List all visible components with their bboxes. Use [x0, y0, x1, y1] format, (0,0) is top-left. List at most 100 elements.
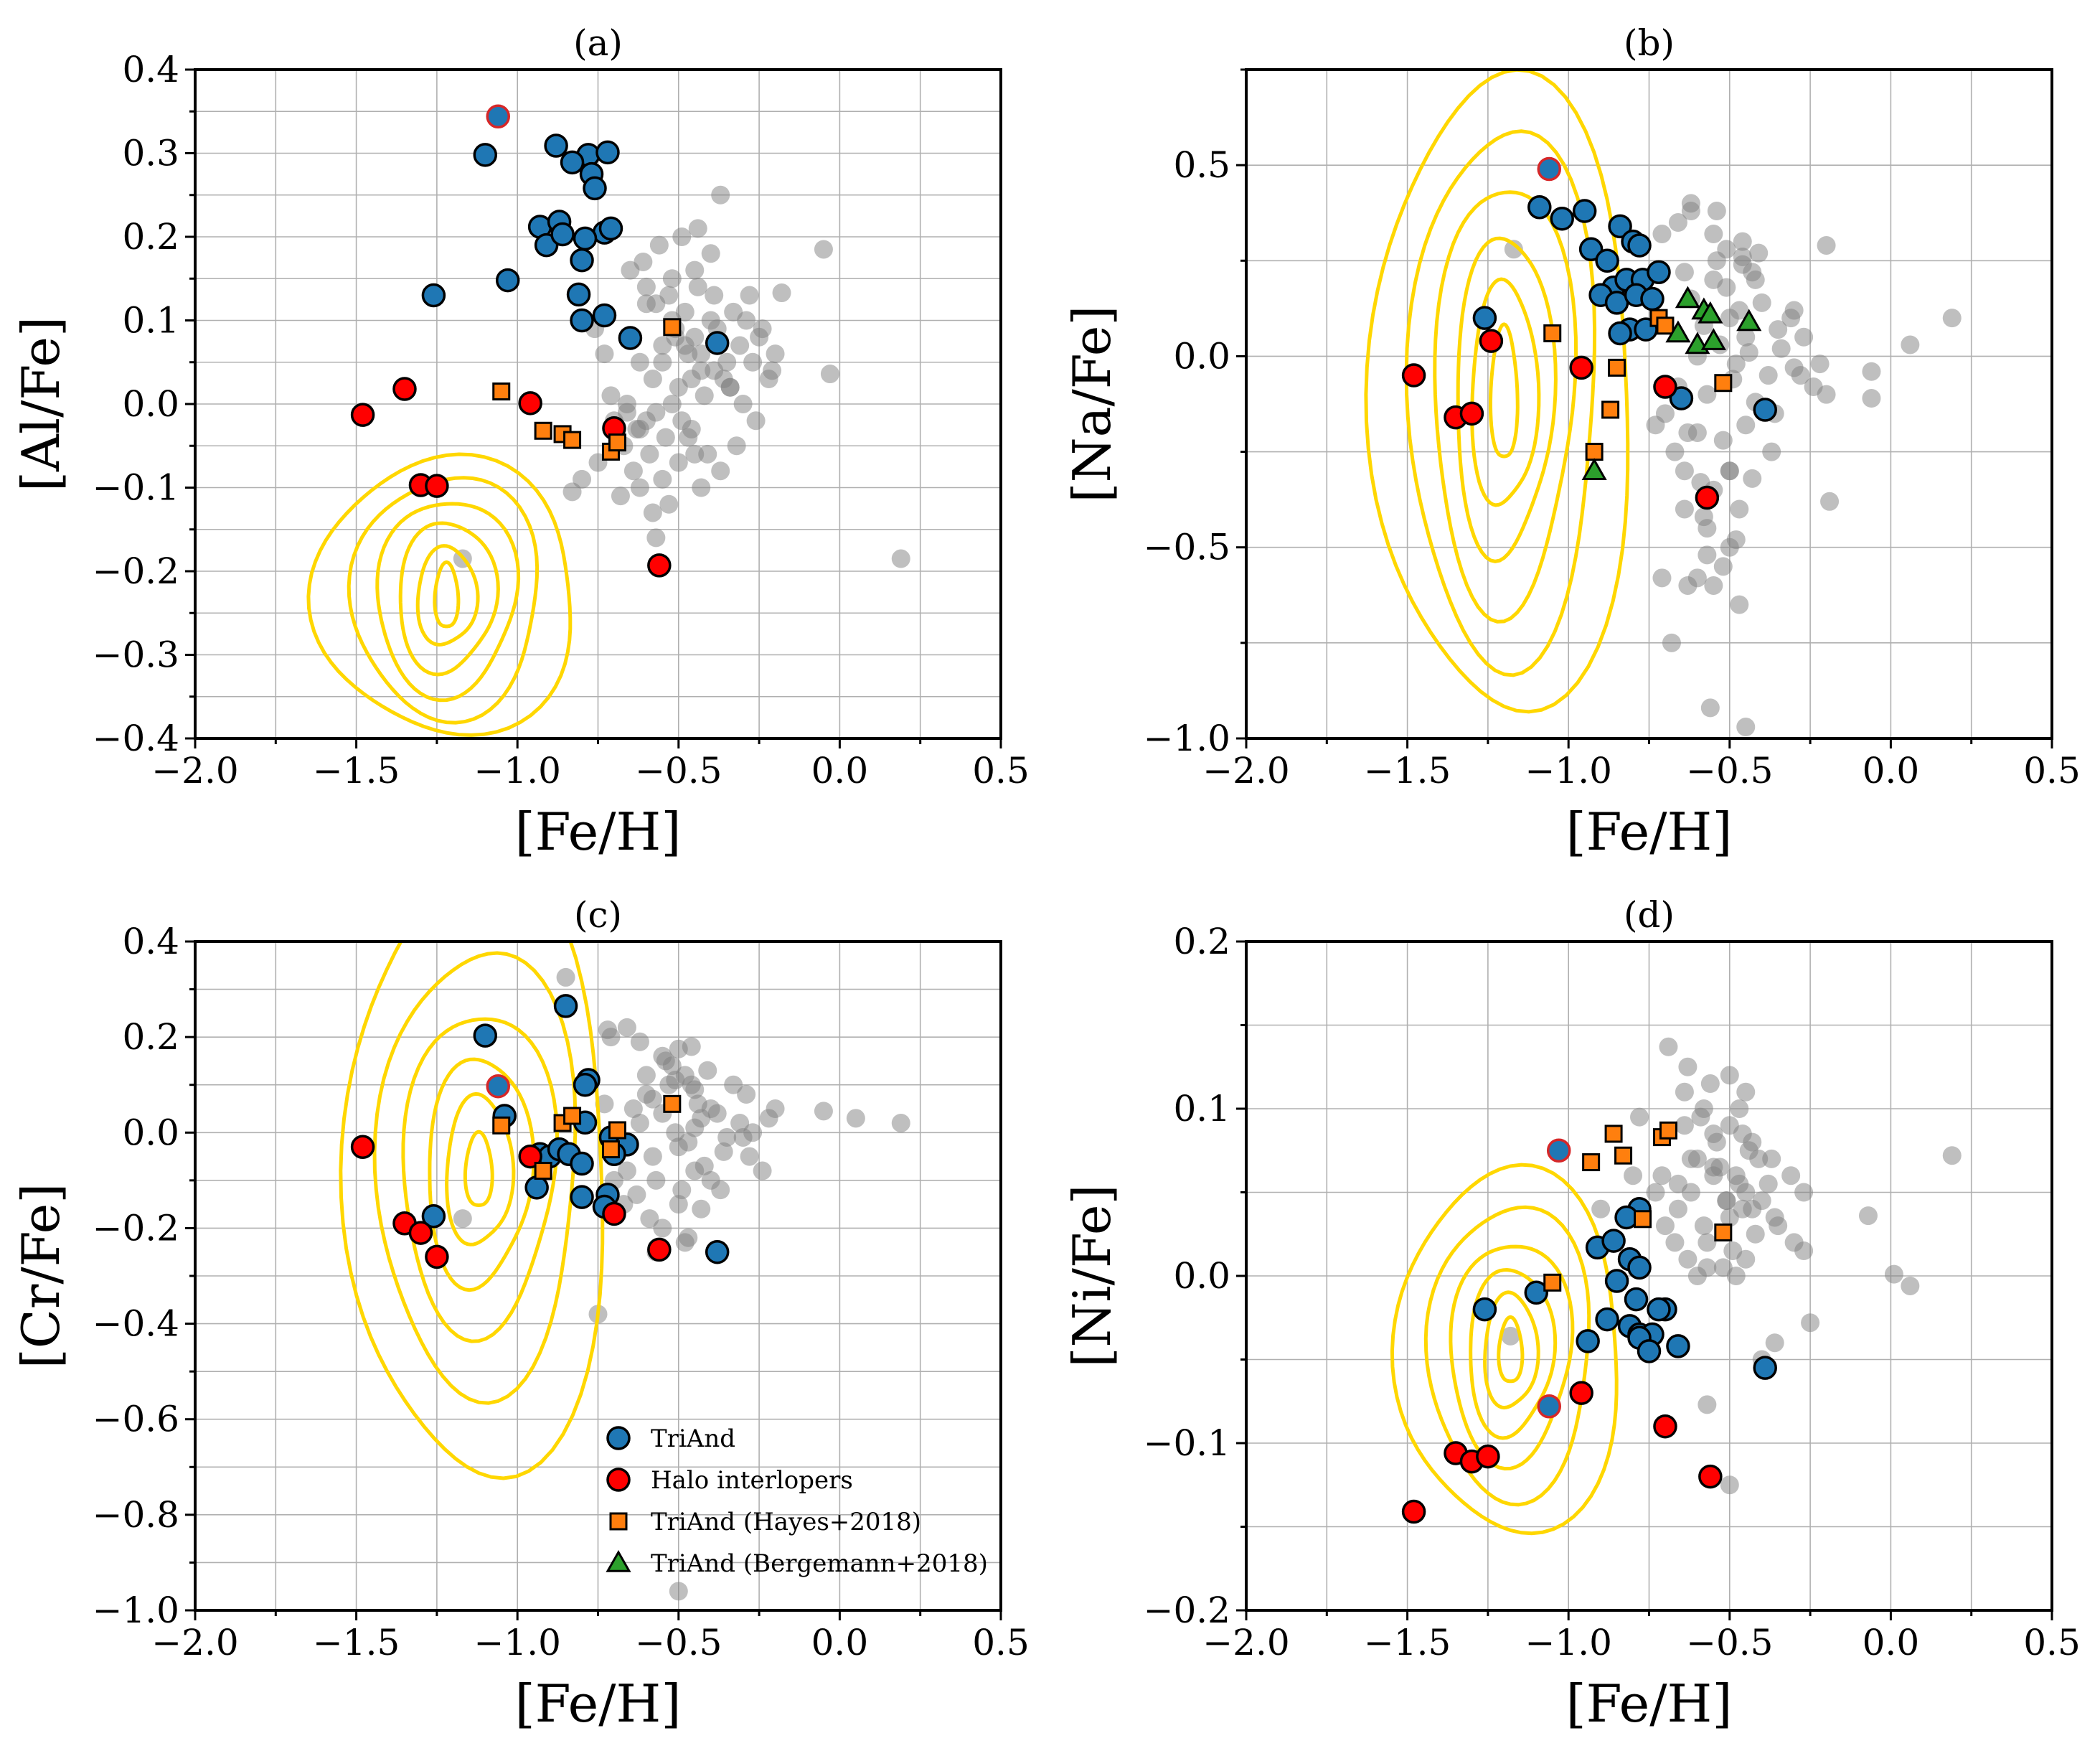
background-star-point	[1726, 1267, 1746, 1285]
x-axis-label: [Fe/H]	[1566, 1673, 1733, 1734]
y-tick-label: −0.5	[1144, 527, 1230, 568]
x-tick-label: −1.5	[313, 1622, 400, 1663]
background-star-point	[666, 1071, 685, 1090]
triand-point	[583, 176, 607, 201]
triand-point	[570, 308, 594, 333]
background-star-point	[766, 1099, 785, 1118]
x-tick-label: −2.0	[151, 750, 238, 792]
background-star-point	[1678, 1249, 1698, 1269]
background-star-point	[1698, 1258, 1717, 1277]
background-star-point	[1736, 327, 1756, 347]
background-star-point	[733, 1127, 753, 1147]
panel-a: −2.0 −1.5 −1.0 −0.5 0.0 0.5 −0.4 −0.3 −0.2 −0.1 0.…	[11, 22, 1030, 862]
triand-point	[1647, 260, 1671, 285]
background-star-point	[1736, 1249, 1756, 1269]
background-star-point	[573, 469, 592, 489]
background-star-point	[1704, 576, 1723, 595]
background-star-point	[1730, 595, 1749, 614]
background-star-point	[669, 1582, 688, 1601]
x-axis-label: [Fe/H]	[515, 802, 682, 862]
x-tick-label: −0.5	[1686, 1622, 1773, 1663]
y-tick-label: −0.2	[93, 550, 179, 592]
background-star-point	[692, 1199, 711, 1219]
background-star-point	[669, 1195, 688, 1214]
background-star-point	[630, 352, 649, 372]
background-star-point	[1720, 1475, 1739, 1495]
background-star-point	[746, 411, 766, 431]
background-star-point	[1801, 1313, 1820, 1333]
hayes-point	[492, 382, 511, 401]
triand-point	[1537, 156, 1561, 182]
x-tick-label: −1.0	[1525, 750, 1611, 792]
x-tick-label: 0.0	[811, 1622, 869, 1663]
background-star-point	[636, 411, 656, 431]
density-contour	[428, 1057, 536, 1292]
background-star-point	[701, 244, 720, 263]
triand-point	[1608, 214, 1632, 239]
x-axis-label: [Fe/H]	[1566, 802, 1733, 862]
panel-title: (a)	[573, 22, 623, 64]
background-star-point	[1665, 442, 1685, 461]
density-contour	[1483, 1290, 1540, 1410]
triand-point	[705, 331, 730, 355]
y-tick-label: 0.2	[122, 1016, 179, 1058]
background-star-point	[646, 1170, 666, 1190]
hayes-point	[1582, 1153, 1601, 1172]
background-star-point	[814, 240, 833, 259]
background-star-point	[640, 1209, 659, 1229]
background-star-point	[617, 1161, 636, 1180]
panel-d: −2.0 −1.5 −1.0 −0.5 0.0 0.5 −0.2 −0.1 0.0 0.1 0.2 (…	[1062, 894, 2081, 1734]
y-tick-label: −1.0	[93, 1590, 179, 1631]
background-star-point	[1739, 343, 1758, 362]
density-contour	[375, 502, 521, 703]
background-star-point	[1730, 499, 1749, 519]
density-contour	[1469, 1267, 1558, 1440]
halo-point	[1698, 1464, 1723, 1489]
y-tick-label: 0.0	[1173, 335, 1230, 377]
triand-point	[1624, 1287, 1649, 1312]
halo-point	[602, 1201, 626, 1226]
hayes-point	[1543, 1273, 1562, 1292]
background-star-point	[1733, 1199, 1752, 1219]
hayes-point	[601, 1140, 620, 1159]
y-tick-label: 0.0	[1173, 1255, 1230, 1297]
legend-label-halo: Halo interlopers	[651, 1466, 853, 1495]
background-star-point	[772, 283, 791, 303]
background-star-point	[623, 1099, 643, 1118]
y-tick-label: −0.4	[93, 718, 179, 759]
density-contour	[445, 1091, 516, 1246]
background-star-point	[1901, 1276, 1920, 1295]
x-tick-label: 0.0	[1863, 1622, 1920, 1663]
background-star-point	[653, 469, 672, 489]
triand-point	[421, 283, 446, 308]
background-star-point	[646, 294, 666, 314]
background-star-point	[1717, 278, 1736, 297]
background-star-point	[611, 487, 630, 506]
triand-point	[1572, 199, 1597, 223]
background-star-point	[1746, 1224, 1765, 1244]
triand-point	[1578, 237, 1604, 262]
background-star-point	[1901, 335, 1920, 355]
bergemann-point	[1665, 320, 1691, 343]
triand-point	[1627, 1255, 1652, 1280]
plot-area-d	[1390, 1037, 1962, 1536]
background-star-point	[1713, 431, 1733, 450]
background-star-point	[714, 1142, 733, 1161]
triand-point	[618, 326, 643, 350]
background-star-point	[737, 1085, 756, 1104]
bergemann-point	[1675, 286, 1700, 309]
ticks-c: −2.0 −1.5 −1.0 −0.5 0.0 0.5 −1.0 −0.8 −0.6 −0.4 −0…	[93, 921, 1030, 1663]
density-contour	[339, 942, 605, 1480]
background-star-point	[669, 1039, 688, 1058]
density-contour	[463, 1130, 494, 1208]
background-star-point	[1884, 1264, 1903, 1284]
triand-point	[566, 282, 591, 307]
ticks-a: −2.0 −1.5 −1.0 −0.5 0.0 0.5 −0.4 −0.3 −0.2 −0.1 0.…	[93, 49, 1030, 792]
x-axis-label: [Fe/H]	[515, 1673, 682, 1734]
hayes-point	[534, 1162, 552, 1180]
halo-point	[350, 403, 375, 427]
background-star-point	[1681, 1149, 1700, 1168]
background-star-point	[707, 1104, 727, 1123]
background-star-point	[1749, 1149, 1769, 1168]
y-tick-label: 0.2	[1173, 921, 1230, 962]
